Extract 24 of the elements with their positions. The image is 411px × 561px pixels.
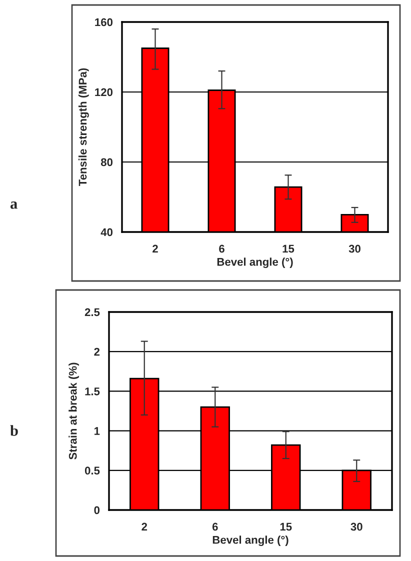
y-tick-label: 2.5 — [84, 308, 100, 316]
y-tick-label: 0.5 — [84, 466, 100, 475]
y-tick-label: 1 — [94, 427, 100, 435]
y-tick-label: 40 — [100, 228, 113, 236]
x-tick-label: 30 — [350, 522, 362, 531]
x-tick-label: 6 — [219, 244, 224, 253]
x-tick-label: 2 — [142, 522, 148, 531]
x-tick-label: 30 — [348, 244, 360, 253]
x-tick-label: 15 — [282, 244, 294, 253]
y-tick-label: 160 — [95, 18, 113, 26]
x-tick-label: 15 — [280, 522, 292, 531]
x-tick-label: 6 — [212, 522, 218, 531]
y-axis-title: Strain at break (%) — [68, 362, 79, 460]
x-axis-title: Bevel angle (°) — [212, 536, 288, 546]
y-tick-label: 80 — [100, 158, 113, 166]
y-axis-title: Tensile strength (MPa) — [78, 68, 89, 186]
text: a — [10, 202, 18, 209]
y-tick-label: 2 — [94, 348, 100, 356]
x-axis-title: Bevel angle (°) — [217, 258, 293, 268]
y-tick-label: 1.5 — [85, 388, 100, 396]
y-tick-label: 120 — [95, 88, 113, 96]
y-tick-label: 0 — [94, 506, 100, 514]
x-tick-label: 2 — [152, 244, 158, 253]
text: b — [10, 425, 18, 436]
